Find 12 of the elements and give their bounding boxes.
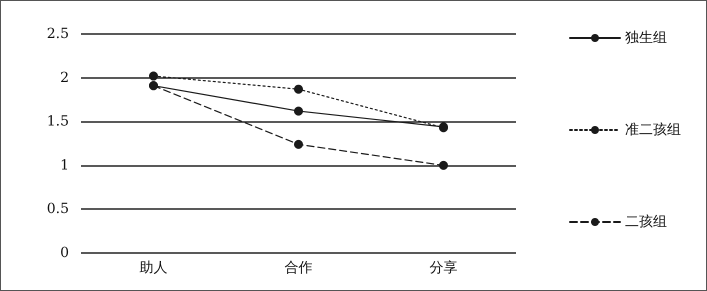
legend-label: 独生组 (625, 30, 667, 46)
y-tick-label: 1.5 (46, 114, 69, 130)
y-tick-label: 2 (60, 70, 69, 86)
y-tick-label: 1 (60, 157, 69, 174)
legend-label: 准二孩组 (625, 122, 681, 138)
x-tick-label: 合作 (284, 260, 312, 276)
legend-label: 二孩组 (625, 214, 667, 230)
x-tick-label: 助人 (140, 260, 168, 276)
y-tick-label: 2.5 (46, 26, 69, 42)
y-tick-label: 0.5 (46, 201, 69, 218)
y-tick-label: 0 (60, 245, 69, 261)
x-tick-label: 分享 (430, 260, 458, 276)
